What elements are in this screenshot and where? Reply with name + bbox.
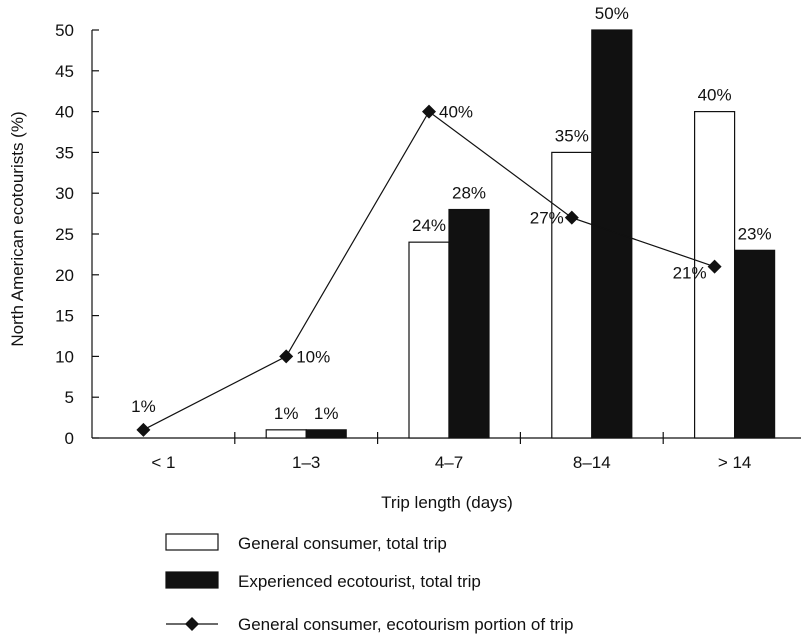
- data-labels: 1% 24% 35% 40% 1% 28% 50% 23% 1% 10% 40% 27% 21%: [131, 4, 772, 423]
- bar-data-label: 1%: [314, 404, 339, 423]
- y-tick-label: 40: [55, 103, 74, 122]
- y-tick-label: 5: [65, 388, 74, 407]
- legend-item-general-consumer-total: General consumer, total trip: [165, 533, 447, 553]
- y-tick-label: 35: [55, 143, 74, 162]
- y-tick-label: 10: [55, 347, 74, 366]
- y-tick-label: 0: [65, 429, 74, 448]
- bar-data-label: 23%: [738, 224, 772, 243]
- x-axis-title: Trip length (days): [381, 493, 513, 512]
- line-data-label: 10%: [296, 347, 330, 366]
- legend: General consumer, total trip Experienced…: [165, 533, 573, 634]
- y-tick-label: 30: [55, 184, 74, 203]
- bar-general-consumer: [551, 151, 593, 439]
- legend-item-experienced-ecotourist-total: Experienced ecotourist, total trip: [165, 571, 481, 591]
- bar-data-label: 24%: [412, 216, 446, 235]
- bars: [265, 29, 776, 439]
- bar-data-label: 40%: [698, 86, 732, 105]
- legend-swatch-diamond-marker: [185, 617, 199, 631]
- bar-general-consumer: [693, 110, 736, 439]
- bar-experienced-ecotourist: [305, 429, 347, 439]
- x-tick-label: 1–3: [292, 453, 320, 472]
- bar-experienced-ecotourist: [733, 249, 776, 439]
- bar-general-consumer: [408, 241, 450, 439]
- legend-label: General consumer, ecotourism portion of …: [238, 615, 573, 634]
- bar-data-label: 1%: [274, 404, 299, 423]
- line-data-label: 40%: [439, 103, 473, 122]
- bar-data-label: 35%: [555, 126, 589, 145]
- line-data-label: 27%: [530, 209, 564, 228]
- line-marker-diamond: [279, 349, 294, 364]
- bar-general-consumer: [265, 429, 307, 439]
- line-marker-diamond: [136, 422, 151, 437]
- legend-swatch-black-bar: [165, 571, 219, 589]
- line-series: [136, 104, 722, 437]
- y-axis-title: North American ecotourists (%): [8, 111, 27, 346]
- line-marker-diamond: [564, 210, 579, 225]
- line-marker-diamond: [422, 104, 436, 119]
- y-tick-label: 45: [55, 62, 74, 81]
- axes: 0 5 10 15 20 25 30 35 40 45 50 < 1 1–3 4–7 8–14 > 14: [55, 21, 801, 472]
- line-data-label: 21%: [673, 264, 707, 283]
- legend-swatch-white-bar: [165, 533, 219, 551]
- line-marker-diamond: [707, 259, 722, 274]
- y-tick-label: 50: [55, 21, 74, 40]
- line-data-label: 1%: [131, 397, 156, 416]
- x-tick-label: 8–14: [573, 453, 611, 472]
- y-tick-label: 15: [55, 307, 74, 326]
- x-tick-label: < 1: [151, 453, 175, 472]
- y-tick-label: 20: [55, 266, 74, 285]
- bar-experienced-ecotourist: [448, 208, 490, 439]
- legend-label: General consumer, total trip: [238, 534, 447, 553]
- bar-data-label: 50%: [595, 4, 629, 23]
- bar-experienced-ecotourist: [591, 29, 633, 439]
- x-tick-label: 4–7: [435, 453, 463, 472]
- legend-item-general-consumer-ecotourism-portion: General consumer, ecotourism portion of …: [166, 615, 573, 634]
- x-tick-label: > 14: [718, 453, 752, 472]
- legend-label: Experienced ecotourist, total trip: [238, 572, 481, 591]
- bar-data-label: 28%: [452, 184, 486, 203]
- y-tick-label: 25: [55, 225, 74, 244]
